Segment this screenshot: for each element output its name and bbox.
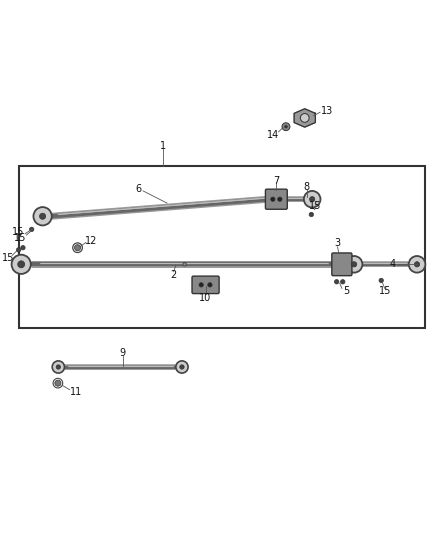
Circle shape <box>183 263 186 266</box>
Circle shape <box>285 125 287 128</box>
Circle shape <box>300 114 309 122</box>
Text: 15: 15 <box>309 201 321 211</box>
Circle shape <box>278 197 282 201</box>
Circle shape <box>21 246 25 250</box>
Text: 11: 11 <box>70 387 82 397</box>
Text: 2: 2 <box>170 270 177 280</box>
Circle shape <box>379 278 383 282</box>
Circle shape <box>18 261 25 268</box>
Text: 10: 10 <box>199 293 212 303</box>
Text: 1: 1 <box>160 141 166 151</box>
Text: 4: 4 <box>389 260 396 269</box>
Circle shape <box>29 227 34 231</box>
Text: 15: 15 <box>14 233 26 243</box>
Circle shape <box>16 248 21 252</box>
FancyBboxPatch shape <box>192 276 219 294</box>
Text: 15: 15 <box>378 286 391 296</box>
Circle shape <box>310 197 315 202</box>
Circle shape <box>55 380 61 386</box>
Circle shape <box>199 282 203 287</box>
Circle shape <box>74 245 81 251</box>
Circle shape <box>304 191 321 207</box>
Text: 9: 9 <box>120 348 126 358</box>
Circle shape <box>409 256 425 272</box>
Text: 6: 6 <box>136 184 142 193</box>
Circle shape <box>351 262 357 267</box>
Text: 13: 13 <box>321 107 333 116</box>
FancyBboxPatch shape <box>332 253 352 276</box>
FancyBboxPatch shape <box>265 189 287 209</box>
Text: 3: 3 <box>335 238 341 248</box>
Circle shape <box>208 282 212 287</box>
Circle shape <box>282 123 290 131</box>
Circle shape <box>309 212 314 217</box>
Circle shape <box>180 365 184 369</box>
Circle shape <box>11 255 31 274</box>
Circle shape <box>176 361 188 373</box>
Text: 14: 14 <box>267 130 279 140</box>
Text: 15: 15 <box>1 253 14 263</box>
Text: 12: 12 <box>85 236 97 246</box>
Circle shape <box>341 280 345 284</box>
Circle shape <box>33 207 52 225</box>
Circle shape <box>346 256 362 272</box>
Text: 7: 7 <box>273 176 279 187</box>
Circle shape <box>414 262 420 267</box>
Circle shape <box>271 197 275 201</box>
Circle shape <box>335 280 339 284</box>
Circle shape <box>56 365 60 369</box>
Circle shape <box>52 361 64 373</box>
Polygon shape <box>294 109 315 127</box>
Circle shape <box>39 213 46 219</box>
Text: 8: 8 <box>304 182 310 191</box>
Text: 5: 5 <box>343 286 350 295</box>
Text: 15: 15 <box>12 227 25 237</box>
Bar <box>18 166 425 328</box>
